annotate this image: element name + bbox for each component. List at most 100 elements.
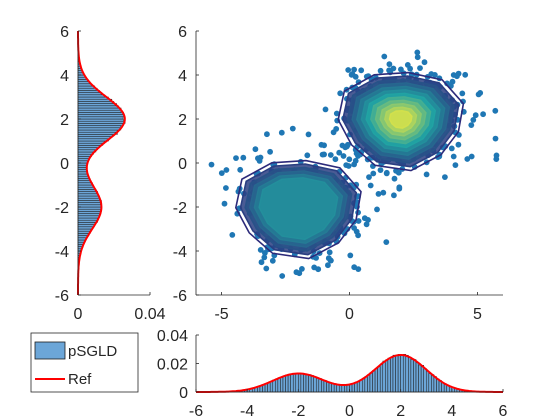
scatter-point [459, 90, 466, 97]
scatter-point [319, 151, 326, 158]
histogram-bar [77, 123, 124, 126]
scatter-point [304, 152, 311, 159]
scatter-point [452, 162, 459, 169]
histogram-bar [77, 226, 93, 230]
histogram-bar [354, 382, 358, 393]
scatter-point [340, 153, 347, 159]
histogram-bar [77, 158, 89, 162]
scatter-point [351, 264, 358, 271]
histogram-bar [77, 116, 124, 120]
histogram-bar [382, 360, 386, 393]
histogram-bar [356, 381, 360, 393]
scatter-point [347, 252, 354, 259]
histogram-bar [418, 364, 422, 393]
scatter-point [208, 161, 215, 168]
histogram-bar [415, 362, 419, 393]
scatter-point [278, 129, 285, 136]
joint-y-tick-label: 6 [178, 24, 187, 41]
histogram-bar [77, 173, 89, 177]
histogram-bar [377, 366, 381, 393]
scatter-point [386, 61, 393, 68]
marg-x-x-tick-label: -2 [291, 403, 305, 420]
histogram-bar [290, 374, 294, 393]
scatter-point [345, 163, 352, 169]
histogram-bar [275, 378, 279, 393]
histogram-bar [77, 167, 88, 170]
scatter-point [353, 181, 360, 188]
scatter-point [267, 148, 273, 155]
histogram-bar [277, 377, 281, 393]
histogram-bar [287, 374, 291, 393]
scatter-point [383, 239, 390, 246]
scatter-point [468, 122, 475, 128]
scatter-point [492, 107, 499, 114]
histogram-bar [77, 103, 117, 107]
scatter-point [337, 90, 344, 97]
histogram-bar [77, 189, 97, 192]
histogram-bar [364, 376, 368, 393]
scatter-point [240, 154, 247, 161]
histogram-bar [400, 354, 404, 393]
scatter-point [325, 262, 331, 269]
scatter-point [377, 67, 384, 74]
joint-y-tick-label: -4 [173, 244, 187, 261]
histogram-bar [387, 357, 391, 393]
scatter-point [423, 171, 430, 178]
scatter-point [229, 232, 236, 238]
histogram-bar [77, 169, 87, 173]
histogram-bar [77, 118, 124, 122]
histogram-bar [280, 377, 284, 393]
scatter-point [375, 191, 382, 197]
scatter-point [333, 110, 340, 117]
histogram-bar [77, 204, 102, 208]
scatter-point [311, 264, 318, 271]
histogram-bar [308, 374, 312, 393]
joint-y-tick-label: -2 [173, 200, 187, 217]
scatter-point [233, 155, 239, 162]
joint-x-tick-label: 0 [345, 306, 354, 323]
histogram-bar [369, 372, 373, 393]
marginal-y-histogram-panel: -6 -4 -2 0 2 4 6 0 0.04 [55, 24, 166, 323]
histogram-bar [428, 373, 432, 393]
scatter-point [460, 98, 466, 105]
contour-level [337, 71, 465, 172]
histogram-bar [313, 376, 317, 393]
marg-x-y-tick-label: 0.04 [157, 328, 188, 345]
histogram-bar [328, 382, 332, 393]
scatter-point [345, 67, 352, 73]
histogram-bar [410, 359, 414, 393]
histogram-bar [395, 355, 399, 393]
scatter-point [353, 150, 360, 157]
scatter-point [353, 228, 360, 235]
scatter-point [493, 152, 500, 159]
histogram-bar [269, 381, 274, 393]
joint-y-tick-label: -6 [173, 288, 187, 305]
scatter-point [336, 149, 343, 156]
scatter-point [299, 266, 305, 272]
marg-y-y-tick-label: 0 [60, 156, 69, 173]
scatter-point [223, 167, 230, 173]
scatter-point [390, 65, 397, 72]
histogram-bar [77, 195, 99, 199]
scatter-point [252, 146, 259, 153]
scatter-point [358, 67, 365, 74]
marg-x-y-tick-label: 0.02 [157, 357, 188, 374]
scatter-point [462, 71, 469, 78]
marg-y-y-tick-label: 4 [60, 68, 69, 85]
histogram-bar [77, 171, 88, 175]
histogram-bar [77, 109, 122, 113]
histogram-bar [77, 182, 93, 186]
scatter-point [221, 200, 228, 207]
histogram-bar [390, 357, 394, 393]
histogram-bar [77, 112, 124, 115]
scatter-point [218, 170, 225, 177]
legend-label-ref: Ref [68, 371, 92, 388]
scatter-point [414, 54, 421, 61]
histogram-bar [77, 228, 92, 232]
histogram-bar [77, 131, 118, 135]
scatter-point [367, 182, 374, 189]
scatter-point [351, 66, 357, 73]
legend: pSGLD Ref [30, 332, 139, 393]
marginal-x-histogram-panel: -6 -4 -2 0 2 4 6 0 0.02 0.04 [157, 328, 508, 420]
